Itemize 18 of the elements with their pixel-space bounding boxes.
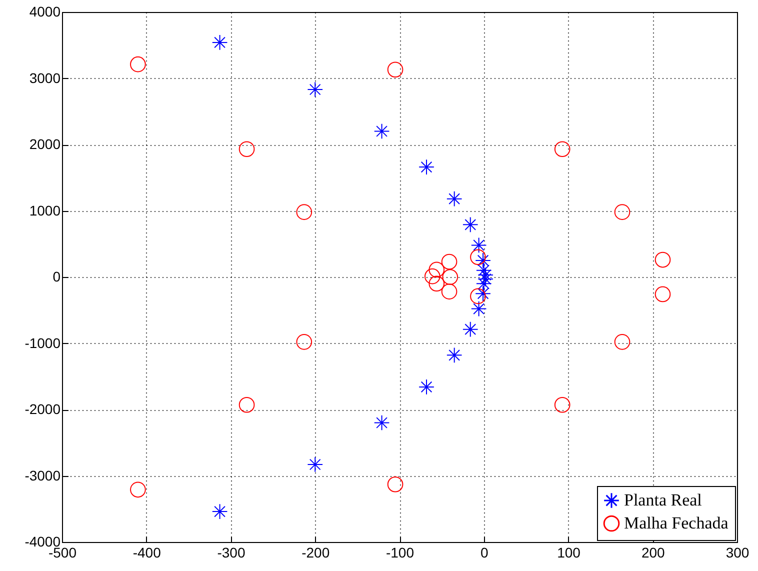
y-tick-label: -2000 xyxy=(24,401,61,417)
x-tick-label: 200 xyxy=(641,544,666,560)
legend-label: Planta Real xyxy=(624,490,702,510)
x-tick-label: -300 xyxy=(217,544,246,560)
x-tick-label: -400 xyxy=(132,544,162,560)
y-tick-label: -3000 xyxy=(24,467,61,484)
x-tick-label: 100 xyxy=(557,544,581,560)
legend-label: Malha Fechada xyxy=(624,514,729,532)
x-tick-label: 0 xyxy=(480,544,488,560)
y-tick-label: 2000 xyxy=(29,136,61,152)
y-tick-label: -1000 xyxy=(24,334,61,351)
y-tick-label: 1000 xyxy=(29,202,61,218)
x-tick-label: -100 xyxy=(386,544,414,560)
x-tick-label: 300 xyxy=(726,544,750,560)
y-tick-label: 3000 xyxy=(29,70,61,86)
y-tick-label: 4000 xyxy=(29,4,61,20)
x-tick-label: -200 xyxy=(302,544,330,560)
y-tick-label: 0 xyxy=(52,268,61,284)
